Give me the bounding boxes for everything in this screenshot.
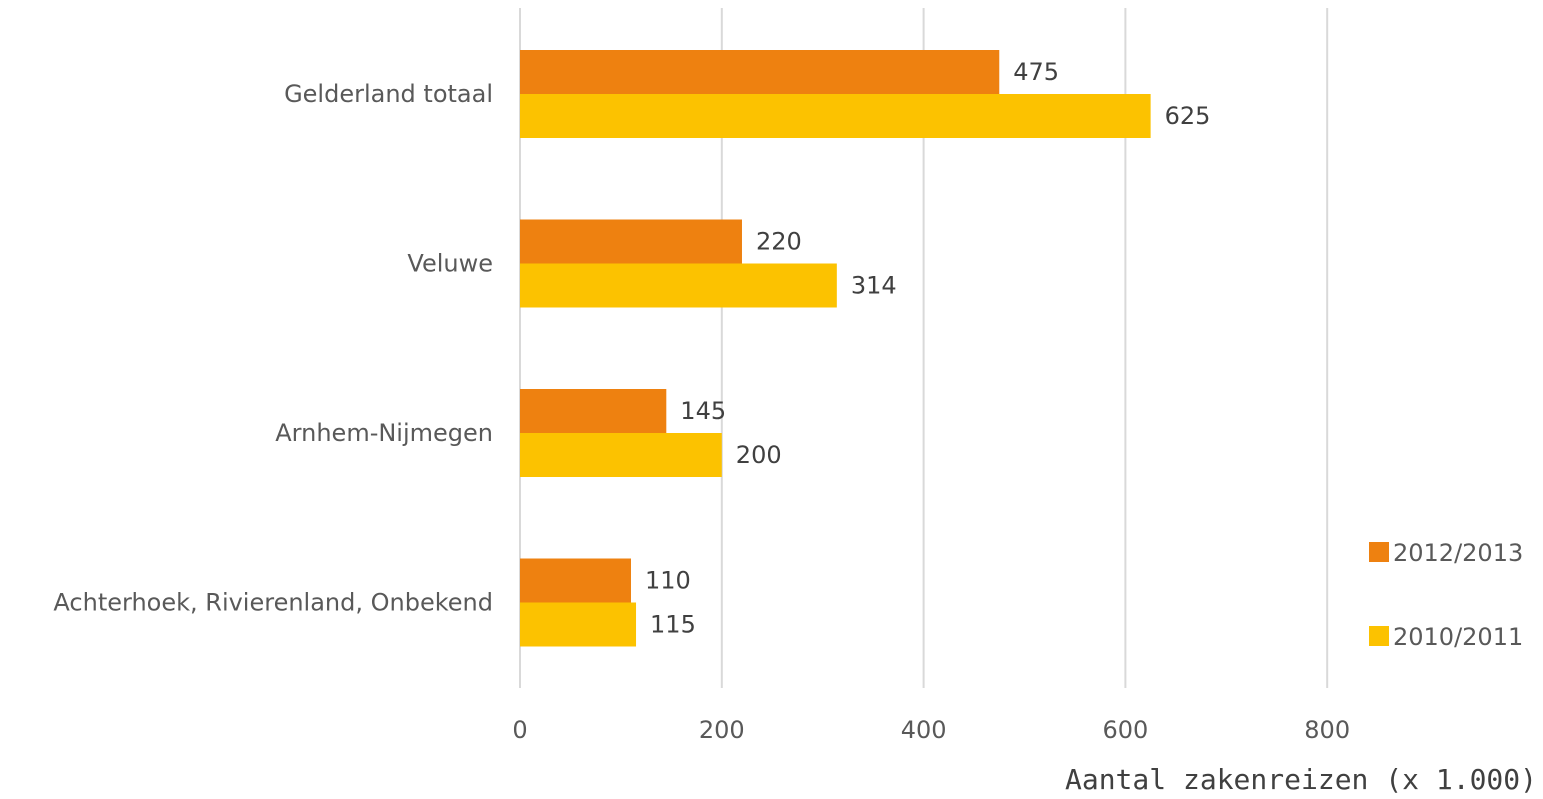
category-label: Achterhoek, Rivierenland, Onbekend bbox=[53, 589, 493, 617]
data-label: 475 bbox=[1013, 58, 1059, 86]
legend-label: 2010/2011 bbox=[1393, 623, 1523, 651]
x-tick-label: 600 bbox=[1102, 716, 1148, 744]
bar bbox=[520, 263, 837, 308]
legend-swatch bbox=[1369, 542, 1389, 562]
legend-label: 2012/2013 bbox=[1393, 539, 1523, 567]
data-label: 220 bbox=[756, 228, 802, 256]
data-label: 625 bbox=[1165, 102, 1211, 130]
bar bbox=[520, 389, 667, 433]
x-tick-label: 400 bbox=[901, 716, 947, 744]
x-tick-label: 200 bbox=[699, 716, 745, 744]
category-label: Arnhem-Nijmegen bbox=[275, 419, 493, 447]
bar bbox=[520, 558, 631, 603]
bar bbox=[520, 602, 637, 647]
data-labels: 475 625 220 314 145 200 110 115 bbox=[645, 58, 1210, 639]
data-label: 110 bbox=[645, 567, 691, 595]
category-label: Veluwe bbox=[407, 250, 493, 278]
category-labels: Gelderland totaal Veluwe Arnhem-Nijmegen Ac… bbox=[53, 80, 493, 617]
data-label: 200 bbox=[736, 441, 782, 469]
x-tick-label: 0 bbox=[512, 716, 527, 744]
bar bbox=[520, 94, 1151, 138]
legend-swatch bbox=[1369, 626, 1389, 646]
x-tick-label: 800 bbox=[1304, 716, 1350, 744]
data-label: 115 bbox=[650, 611, 696, 639]
bars bbox=[520, 50, 1151, 647]
bar bbox=[520, 433, 722, 477]
x-axis-title: Aantal zakenreizen (x 1.000) bbox=[1065, 763, 1537, 796]
bar bbox=[520, 219, 742, 264]
data-label: 314 bbox=[851, 272, 897, 300]
legend: 2012/2013 2010/2011 bbox=[1369, 539, 1523, 651]
category-label: Gelderland totaal bbox=[284, 80, 493, 108]
data-label: 145 bbox=[680, 397, 726, 425]
bar bbox=[520, 50, 1000, 94]
x-tick-labels: 0 200 400 600 800 bbox=[512, 716, 1350, 744]
